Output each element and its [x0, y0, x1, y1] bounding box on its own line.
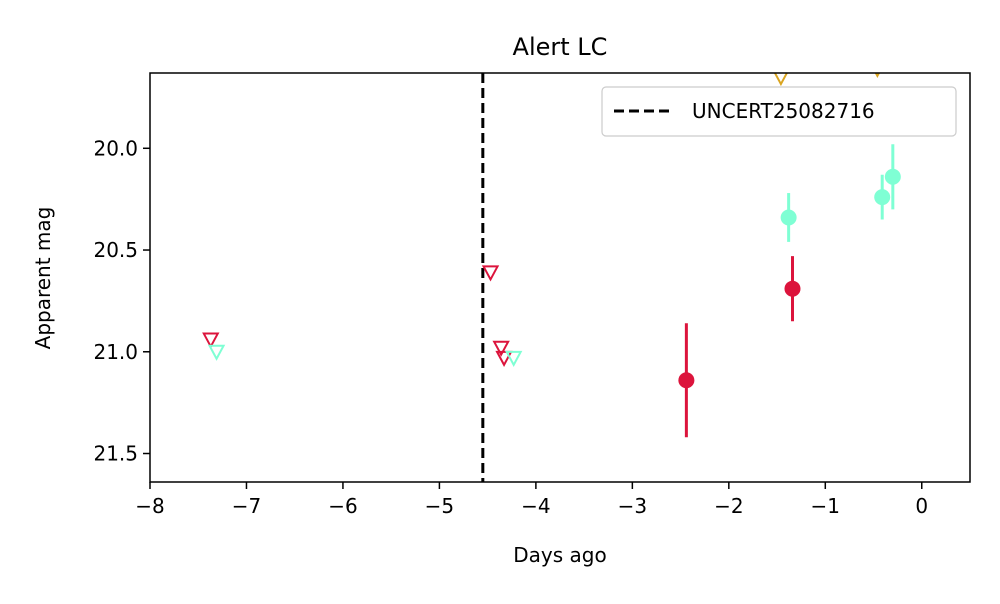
y-axis-label: Apparent mag	[31, 207, 55, 350]
series-group	[773, 73, 881, 87]
upper-limit-marker	[495, 350, 513, 367]
upper-limit-marker	[505, 350, 523, 367]
x-tick-label: −6	[328, 494, 357, 518]
x-tick-label: −7	[232, 494, 261, 518]
x-tick-label: −2	[714, 494, 743, 518]
upper-limit-marker	[492, 340, 510, 357]
x-axis: −8 −7 −6 −5 −4 −3 −2 −1 0	[135, 482, 928, 518]
data-point	[784, 280, 801, 297]
data-point	[874, 189, 891, 206]
y-axis: 20.0 20.5 21.0 21.5	[93, 136, 150, 466]
data-point	[678, 372, 695, 389]
series-group	[780, 144, 901, 242]
x-tick-label: −5	[425, 494, 454, 518]
plot-area	[202, 73, 901, 482]
y-tick-label: 20.0	[93, 136, 138, 160]
x-tick-label: −4	[521, 494, 550, 518]
legend-box	[601, 86, 957, 137]
legend: UNCERT25082716	[601, 86, 957, 137]
x-tick-label: −1	[811, 494, 840, 518]
series-group	[202, 265, 513, 367]
data-point	[884, 168, 901, 185]
chart-title: Alert LC	[513, 33, 608, 61]
legend-label: UNCERT25082716	[692, 99, 875, 123]
x-tick-label: −3	[618, 494, 647, 518]
x-tick-label: −8	[135, 494, 164, 518]
x-axis-label: Days ago	[513, 543, 606, 567]
y-tick-label: 21.5	[93, 442, 138, 466]
y-tick-label: 21.0	[93, 340, 138, 364]
upper-limit-marker	[773, 73, 789, 87]
data-point	[780, 209, 797, 226]
upper-limit-marker	[207, 344, 226, 361]
plot-frame	[149, 72, 971, 483]
upper-limit-marker	[874, 73, 881, 79]
upper-limit-marker	[481, 265, 500, 282]
y-tick-label: 20.5	[93, 238, 138, 262]
series-group	[207, 344, 523, 367]
upper-limit-marker	[202, 332, 220, 349]
x-tick-label: 0	[915, 494, 928, 518]
series-group	[678, 256, 801, 438]
